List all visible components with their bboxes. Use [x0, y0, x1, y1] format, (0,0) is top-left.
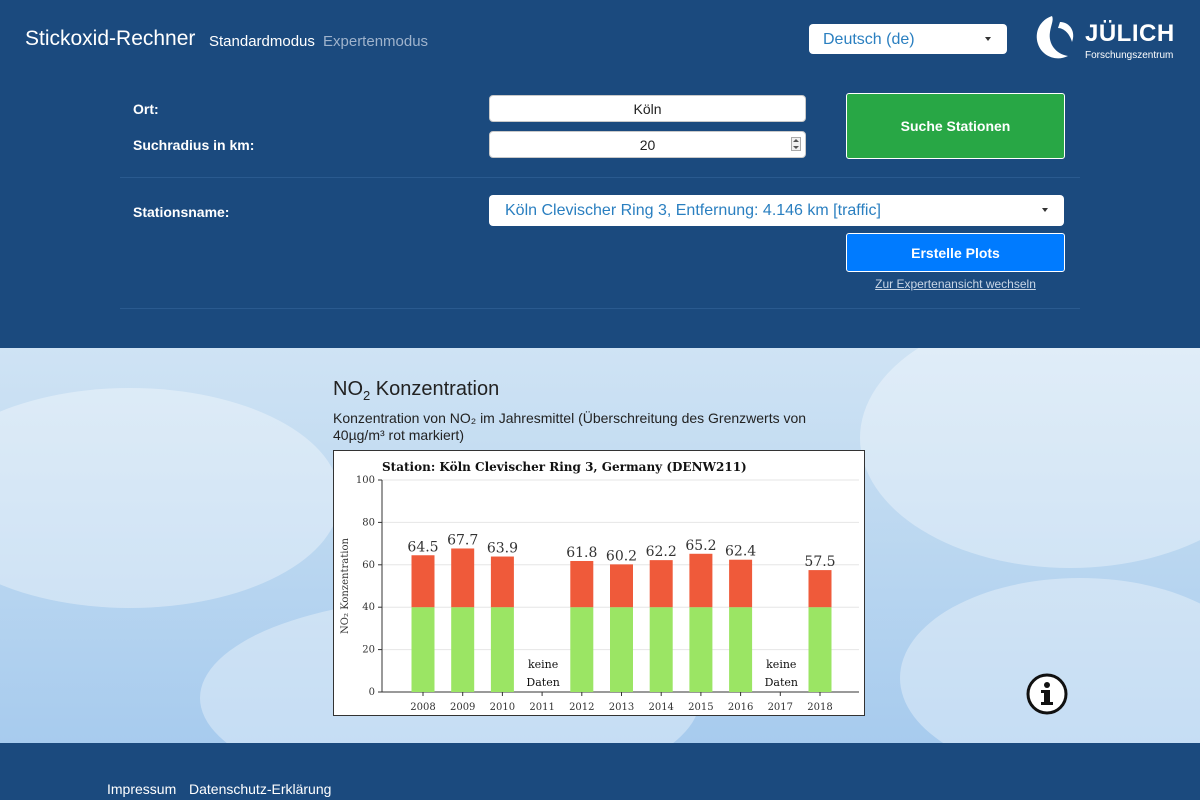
missing-data-label: keine [528, 658, 558, 671]
bar-value-label: 67.7 [447, 532, 478, 548]
bar-value-label: 63.9 [487, 541, 518, 557]
section-description: Konzentration von NO₂ im Jahresmittel (Ü… [333, 410, 807, 443]
bar-value-label: 60.2 [606, 548, 637, 564]
create-plots-button[interactable]: Erstelle Plots [846, 233, 1065, 272]
x-tick-label: 2014 [648, 702, 673, 713]
y-axis-label: NO₂ Konzentration [340, 538, 351, 634]
x-tick-label: 2009 [450, 702, 475, 713]
station-select-value: Köln Clevischer Ring 3, Entfernung: 4.14… [505, 202, 881, 219]
no2-chart: Station: Köln Clevischer Ring 3, Germany… [333, 450, 865, 716]
bar-value-label: 62.2 [646, 544, 677, 560]
bar-below-threshold [808, 607, 832, 692]
bar-below-threshold [570, 607, 594, 692]
bar-above-threshold [808, 570, 832, 608]
x-tick-label: 2011 [529, 702, 554, 713]
info-icon[interactable] [1025, 672, 1069, 716]
station-label: Stationsname: [133, 204, 230, 220]
bar-below-threshold [610, 607, 633, 692]
bar-above-threshold [729, 559, 753, 608]
radius-input-value: 20 [639, 137, 656, 153]
x-tick-label: 2015 [688, 702, 713, 713]
y-tick-label: 60 [362, 560, 375, 571]
y-tick-label: 20 [362, 645, 375, 656]
bar-above-threshold [490, 556, 514, 608]
divider [120, 177, 1080, 178]
expert-view-link[interactable]: Zur Expertenansicht wechseln [875, 277, 1036, 291]
bar-above-threshold [411, 555, 435, 608]
language-select[interactable]: Deutsch (de) [809, 24, 1007, 54]
chart-title: Station: Köln Clevischer Ring 3, Germany… [382, 460, 747, 474]
bar-above-threshold [451, 548, 475, 608]
ort-input-value: Köln [633, 101, 662, 117]
footer-privacy-link[interactable]: Datenschutz-Erklärung [189, 781, 332, 797]
header-region: Stickoxid-Rechner Standardmodus Experten… [0, 0, 1200, 348]
y-tick-label: 0 [369, 687, 375, 698]
bar-value-label: 65.2 [685, 538, 716, 554]
bar-below-threshold [649, 607, 673, 692]
x-tick-label: 2013 [609, 702, 634, 713]
ort-label: Ort: [133, 101, 159, 117]
x-tick-label: 2012 [569, 702, 594, 713]
logo-word: JÜLICH [1085, 20, 1175, 47]
footer-impressum-link[interactable]: Impressum [107, 781, 177, 797]
x-tick-label: 2010 [490, 702, 515, 713]
x-tick-label: 2018 [807, 702, 832, 713]
section-title: NO2 Konzentration [333, 378, 500, 403]
bar-value-label: 62.4 [725, 544, 756, 560]
bar-above-threshold [570, 560, 594, 608]
radius-stepper[interactable] [791, 137, 801, 151]
julich-logo-icon [1036, 16, 1074, 59]
logo-subtext: Forschungszentrum [1085, 50, 1174, 61]
content-region: NO2 Konzentration Konzentration von NO₂ … [0, 348, 1200, 743]
bar-above-threshold [689, 553, 713, 608]
bar-below-threshold [451, 607, 475, 692]
chevron-down-icon [985, 37, 991, 41]
x-tick-label: 2017 [768, 702, 793, 713]
no2-bar-chart: Station: Köln Clevischer Ring 3, Germany… [340, 460, 859, 713]
app-title: Stickoxid-Rechner [25, 27, 196, 50]
bar-value-label: 57.5 [804, 554, 835, 570]
y-tick-label: 40 [362, 602, 375, 613]
missing-data-label: Daten [765, 676, 798, 689]
y-tick-label: 100 [356, 475, 375, 486]
missing-data-label: Daten [526, 676, 559, 689]
missing-data-label: keine [766, 658, 796, 671]
language-select-value: Deutsch (de) [823, 31, 915, 48]
x-tick-label: 2016 [728, 702, 753, 713]
bar-below-threshold [490, 607, 514, 692]
bar-below-threshold [411, 607, 435, 692]
nav-expert-mode[interactable]: Expertenmodus [323, 33, 429, 50]
bar-below-threshold [689, 607, 713, 692]
ort-input[interactable]: Köln [489, 95, 806, 122]
bar-below-threshold [729, 607, 753, 692]
x-tick-label: 2008 [410, 702, 435, 713]
station-select[interactable]: Köln Clevischer Ring 3, Entfernung: 4.14… [489, 195, 1064, 226]
radius-input[interactable]: 20 [489, 131, 806, 158]
bar-above-threshold [610, 564, 633, 608]
search-stations-button[interactable]: Suche Stationen [846, 93, 1065, 159]
bar-above-threshold [649, 560, 673, 608]
y-tick-label: 80 [362, 517, 375, 528]
chevron-down-icon [1042, 208, 1048, 212]
divider [120, 308, 1080, 309]
bar-value-label: 61.8 [566, 545, 597, 561]
julich-logo: JÜLICH Forschungszentrum [1030, 14, 1190, 64]
bar-value-label: 64.5 [407, 539, 438, 555]
nav-standard-mode[interactable]: Standardmodus [209, 33, 315, 50]
radius-label: Suchradius in km: [133, 137, 255, 153]
